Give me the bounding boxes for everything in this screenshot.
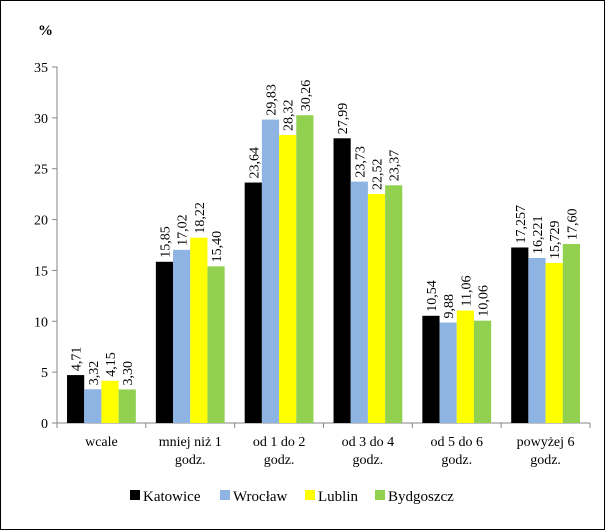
y-tick-label: 10 bbox=[34, 315, 48, 330]
x-category-label: od 3 do 4 godz. bbox=[342, 435, 395, 468]
x-category-label-line: godz. bbox=[530, 453, 561, 468]
data-label: 3,30 bbox=[121, 361, 136, 386]
data-label: 23,37 bbox=[388, 150, 403, 182]
x-category-label-line: od 3 do 4 bbox=[342, 435, 395, 450]
x-category-label-line: wcale bbox=[85, 435, 118, 450]
legend-swatch bbox=[375, 490, 385, 500]
y-tick-label: 25 bbox=[34, 163, 48, 178]
data-label: 10,54 bbox=[425, 280, 440, 312]
data-label: 18,22 bbox=[193, 202, 208, 234]
bar-bydgoszcz bbox=[207, 266, 225, 423]
legend-swatch bbox=[130, 490, 140, 500]
bar-lublin bbox=[279, 134, 297, 424]
bar-wrocław bbox=[84, 389, 102, 423]
bar-lublin bbox=[545, 263, 563, 423]
data-label: 28,32 bbox=[282, 99, 297, 131]
data-label: 23,64 bbox=[247, 147, 262, 179]
bar-wrocław bbox=[528, 258, 546, 423]
x-category-label-line: godz. bbox=[353, 453, 384, 468]
x-category-label: wcale bbox=[85, 435, 118, 450]
x-category-label-line: godz. bbox=[264, 453, 295, 468]
x-category-label: powyżej 6 godz. bbox=[517, 435, 575, 468]
data-label: 3,32 bbox=[87, 361, 102, 386]
x-category-label-line: godz. bbox=[441, 453, 472, 468]
x-category-label-line: od 1 do 2 bbox=[253, 435, 306, 450]
legend-swatch bbox=[220, 490, 230, 500]
x-category-label-line: powyżej 6 bbox=[517, 435, 575, 450]
y-tick-label: 30 bbox=[34, 112, 48, 127]
bar-lublin bbox=[456, 310, 474, 423]
data-label: 22,52 bbox=[371, 158, 386, 190]
x-category-label-line: godz. bbox=[175, 453, 206, 468]
data-label: 4,15 bbox=[104, 352, 119, 377]
data-label: 15,729 bbox=[548, 221, 563, 260]
data-label: 15,40 bbox=[210, 231, 225, 263]
y-tick-label: 15 bbox=[34, 264, 48, 279]
legend-label: Lublin bbox=[318, 489, 358, 505]
x-axis: wcale mniej niż 1 godz.od 1 do 2 godz.od 3 … bbox=[56, 422, 591, 468]
bar-wrocław bbox=[350, 181, 368, 423]
bar-lublin bbox=[367, 193, 386, 423]
y-axis: 0 5 10 15 20 25 30 35 bbox=[34, 61, 58, 432]
bar-bydgoszcz bbox=[118, 389, 136, 423]
data-label: 15,85 bbox=[158, 226, 173, 258]
bars bbox=[67, 115, 580, 424]
legend-label: Bydgoszcz bbox=[388, 489, 454, 505]
bar-katowice bbox=[422, 315, 440, 423]
bar-katowice bbox=[244, 182, 262, 423]
legend-label: Katowice bbox=[143, 489, 201, 505]
bar-wrocław bbox=[173, 249, 191, 423]
y-tick-label: 0 bbox=[41, 417, 48, 432]
x-category-label-line: mniej niż 1 bbox=[159, 435, 222, 450]
data-label: 17,257 bbox=[514, 205, 529, 244]
data-label: 10,06 bbox=[477, 285, 492, 317]
data-label: 27,99 bbox=[336, 103, 351, 135]
data-label: 16,221 bbox=[531, 216, 546, 255]
data-label: 9,88 bbox=[442, 294, 457, 319]
x-category-label: mniej niż 1 godz. bbox=[159, 435, 222, 468]
bar-bydgoszcz bbox=[385, 185, 403, 423]
bar-katowice bbox=[67, 375, 85, 423]
data-label: 17,60 bbox=[565, 208, 580, 240]
data-label: 4,71 bbox=[70, 347, 85, 372]
data-label: 30,26 bbox=[299, 80, 314, 112]
bar-bydgoszcz bbox=[562, 243, 580, 423]
data-label: 11,06 bbox=[459, 276, 474, 307]
bar-labels: 4,71 15,85 23,64 27,99 10,54 17,257 3,32 17,02 2… bbox=[70, 80, 581, 386]
bar-bydgoszcz bbox=[473, 320, 492, 423]
legend: Katowice Wrocław Lublin Bydgoszcz bbox=[130, 489, 454, 505]
legend-label: Wrocław bbox=[233, 489, 288, 505]
x-category-label: od 1 do 2 godz. bbox=[253, 435, 306, 468]
bar-lublin bbox=[190, 237, 208, 423]
bar-lublin bbox=[101, 380, 119, 423]
unit-label: % bbox=[38, 23, 53, 39]
x-category-label: od 5 do 6 godz. bbox=[431, 435, 484, 468]
bar-bydgoszcz bbox=[296, 115, 314, 423]
bar-katowice bbox=[333, 138, 351, 424]
data-label: 29,83 bbox=[264, 84, 279, 116]
y-tick-label: 5 bbox=[41, 366, 48, 381]
y-tick-label: 35 bbox=[34, 61, 48, 76]
x-category-label-line: od 5 do 6 bbox=[431, 435, 484, 450]
bar-katowice bbox=[155, 261, 174, 423]
bar-wrocław bbox=[439, 322, 457, 423]
bar-wrocław bbox=[261, 119, 280, 423]
data-label: 17,02 bbox=[176, 214, 191, 246]
bar-katowice bbox=[511, 247, 529, 423]
legend-swatch bbox=[305, 490, 315, 500]
y-tick-label: 20 bbox=[34, 214, 48, 229]
data-label: 23,73 bbox=[353, 146, 368, 178]
